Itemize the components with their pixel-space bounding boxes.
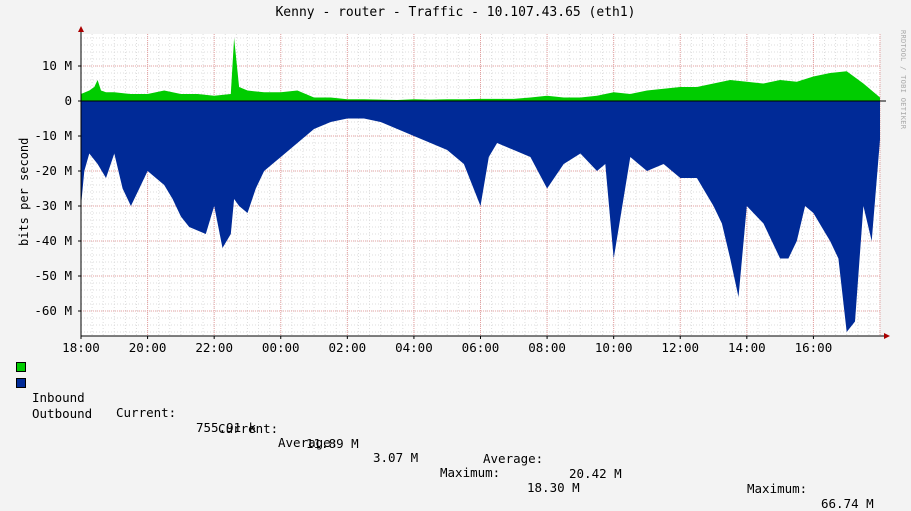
- x-tick-label: 20:00: [129, 340, 167, 355]
- inbound-name: Inbound: [32, 390, 85, 405]
- y-axis-arrow: [78, 26, 84, 32]
- inbound-average-value: 3.07 M: [373, 450, 419, 465]
- x-axis-arrow: [884, 333, 890, 339]
- inbound-maximum-label: Maximum:: [440, 465, 501, 480]
- x-tick-label: 22:00: [195, 340, 233, 355]
- x-tick-label: 02:00: [329, 340, 367, 355]
- y-tick-label: -40 M: [34, 233, 72, 248]
- series-area-inbound: [81, 38, 880, 101]
- y-tick-label: -50 M: [34, 268, 72, 283]
- x-tick-label: 12:00: [661, 340, 699, 355]
- outbound-current-value: 11.89 M: [306, 436, 359, 451]
- x-tick-label: 04:00: [395, 340, 433, 355]
- legend-outbound: Outbound Current: 11.89 M Average: 20.42…: [16, 376, 896, 511]
- outbound-swatch: [16, 378, 26, 388]
- legend-inbound: Inbound Current: 755.91 k Average: 3.07 …: [16, 360, 896, 495]
- x-tick-label: 10:00: [595, 340, 633, 355]
- outbound-average-value: 20.42 M: [569, 466, 622, 481]
- x-tick-label: 06:00: [462, 340, 500, 355]
- y-tick-label: 0: [64, 93, 72, 108]
- x-tick-label: 14:00: [728, 340, 766, 355]
- x-tick-label: 00:00: [262, 340, 300, 355]
- y-tick-label: -20 M: [34, 163, 72, 178]
- y-tick-label: 10 M: [42, 58, 72, 73]
- y-tick-label: -60 M: [34, 303, 72, 318]
- inbound-swatch: [16, 362, 26, 372]
- outbound-maximum-label: Maximum:: [747, 481, 808, 496]
- y-tick-label: -10 M: [34, 128, 72, 143]
- y-tick-label: -30 M: [34, 198, 72, 213]
- x-tick-label: 18:00: [62, 340, 100, 355]
- outbound-name: Outbound: [32, 406, 93, 421]
- outbound-current-label: Current:: [218, 421, 279, 436]
- series-area-outbound: [81, 101, 880, 332]
- inbound-maximum-value: 18.30 M: [527, 480, 580, 495]
- traffic-chart: 10 M 0 -10 M -20 M -30 M -40 M -50 M -60 M 18:00…: [34, 26, 890, 355]
- chart-title: Kenny - router - Traffic - 10.107.43.65 …: [275, 5, 636, 20]
- outbound-average-label: Average:: [483, 451, 544, 466]
- x-tick-label: 08:00: [528, 340, 566, 355]
- x-tick-label: 16:00: [795, 340, 833, 355]
- inbound-current-label: Current:: [116, 405, 177, 420]
- outbound-maximum-value: 66.74 M: [821, 496, 874, 511]
